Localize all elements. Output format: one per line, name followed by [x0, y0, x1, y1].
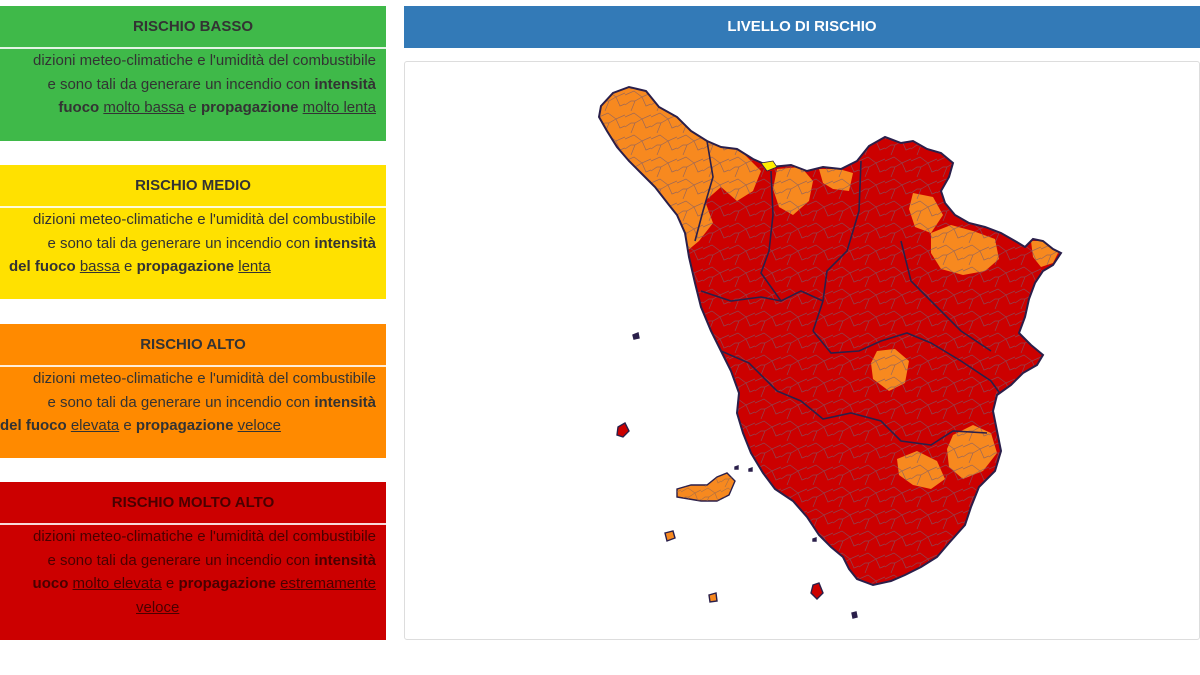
legend-description: dizioni meteo-climatiche e l'umidità del… — [0, 208, 376, 279]
legend-title: RISCHIO MEDIO — [135, 177, 251, 194]
map-title: LIVELLO DI RISCHIO — [404, 6, 1200, 48]
legend-text-bold: intensità — [314, 75, 376, 93]
islet — [734, 465, 739, 470]
island-capraia — [616, 422, 630, 438]
legend-text: dizioni meteo-climatiche e l'umidità del… — [32, 52, 376, 69]
legend-text: dizioni meteo-climatiche e l'umidità del… — [32, 211, 376, 228]
legend-title: RISCHIO BASSO — [132, 18, 253, 35]
legend-text-bold: intensità — [314, 393, 376, 411]
legend-text-bold: intensità — [314, 234, 376, 252]
divider — [0, 47, 386, 49]
divider — [0, 523, 386, 525]
legend-intensity-value: molto bassa — [103, 99, 185, 116]
legend-rischio-basso: RISCHIO BASSO dizioni meteo-climatiche e… — [0, 6, 386, 141]
legend-description: dizioni meteo-climatiche e l'umidità del… — [0, 367, 376, 438]
risk-zones — [599, 87, 1061, 585]
province-border — [812, 330, 1002, 396]
province-border — [812, 160, 862, 332]
islet — [812, 537, 817, 542]
legend-propagation-value: molto lenta — [302, 99, 376, 116]
island-gorgona — [632, 332, 640, 340]
island-giglio — [810, 582, 824, 600]
legend-text-bold: propagazione — [178, 575, 276, 592]
legend-rischio-medio: RISCHIO MEDIO dizioni meteo-climatiche e… — [0, 165, 386, 299]
legend-text: e — [119, 417, 136, 434]
legend-text: dizioni meteo-climatiche e l'umidità del… — [32, 528, 376, 545]
islands — [616, 332, 858, 619]
province-border — [694, 140, 714, 242]
legend-text: e — [161, 575, 179, 592]
island-elba-texture — [677, 473, 735, 501]
legend-propagation-value: veloce — [237, 417, 281, 434]
island-montecristo — [708, 592, 718, 603]
legend-propagation-value: estremamente — [280, 575, 376, 592]
legend-text-bold: propagazione — [135, 417, 234, 434]
island-pianosa — [664, 530, 676, 542]
divider — [0, 206, 386, 208]
legend-title: RISCHIO ALTO — [140, 336, 246, 353]
legend-text: e sono tali da generare un incendio con — [47, 75, 315, 93]
legend-text-bold: uoco — [32, 575, 73, 592]
legend-text-bold: propagazione — [136, 258, 235, 275]
islet — [748, 467, 753, 472]
legend-text-bold: del fuoco — [9, 258, 76, 275]
legend-text: e sono tali da generare un incendio con — [47, 551, 315, 569]
legend-propagation-value: veloce — [136, 598, 180, 616]
island-giannutri — [851, 611, 858, 619]
tuscany-risk-map — [598, 86, 1062, 619]
province-border — [900, 240, 992, 352]
legend-rischio-alto: RISCHIO ALTO dizioni meteo-climatiche e … — [0, 324, 386, 458]
divider — [0, 365, 386, 367]
legend-title: RISCHIO MOLTO ALTO — [111, 494, 275, 511]
legend-intensity-value: molto elevata — [72, 575, 162, 592]
map-panel — [404, 61, 1200, 640]
legend-text: e sono tali da generare un incendio con — [47, 393, 315, 411]
legend-text: e — [184, 99, 201, 116]
province-border — [760, 170, 824, 303]
legend-rischio-molto-alto: RISCHIO MOLTO ALTO dizioni meteo-climati… — [0, 482, 386, 640]
legend-text-bold: del fuoco — [0, 417, 67, 434]
province-border — [720, 350, 988, 446]
legend-text: e — [119, 258, 137, 275]
province-border — [700, 290, 782, 302]
province-borders — [694, 140, 1002, 446]
municipal-boundaries — [599, 87, 1061, 585]
legend-description: dizioni meteo-climatiche e l'umidità del… — [0, 525, 376, 619]
legend-propagation-value: lenta — [238, 258, 271, 275]
legend-intensity-value: elevata — [70, 417, 120, 434]
legend-text-bold: fuoco — [58, 99, 104, 116]
legend-text-bold: propagazione — [200, 99, 299, 116]
legend-text-bold: intensità — [314, 551, 376, 569]
zone-medium — [760, 160, 778, 172]
legend-intensity-value: bassa — [79, 258, 120, 275]
legend-text: dizioni meteo-climatiche e l'umidità del… — [32, 370, 376, 387]
legend-text: e sono tali da generare un incendio con — [47, 234, 315, 252]
legend-description: dizioni meteo-climatiche e l'umidità del… — [0, 49, 376, 120]
